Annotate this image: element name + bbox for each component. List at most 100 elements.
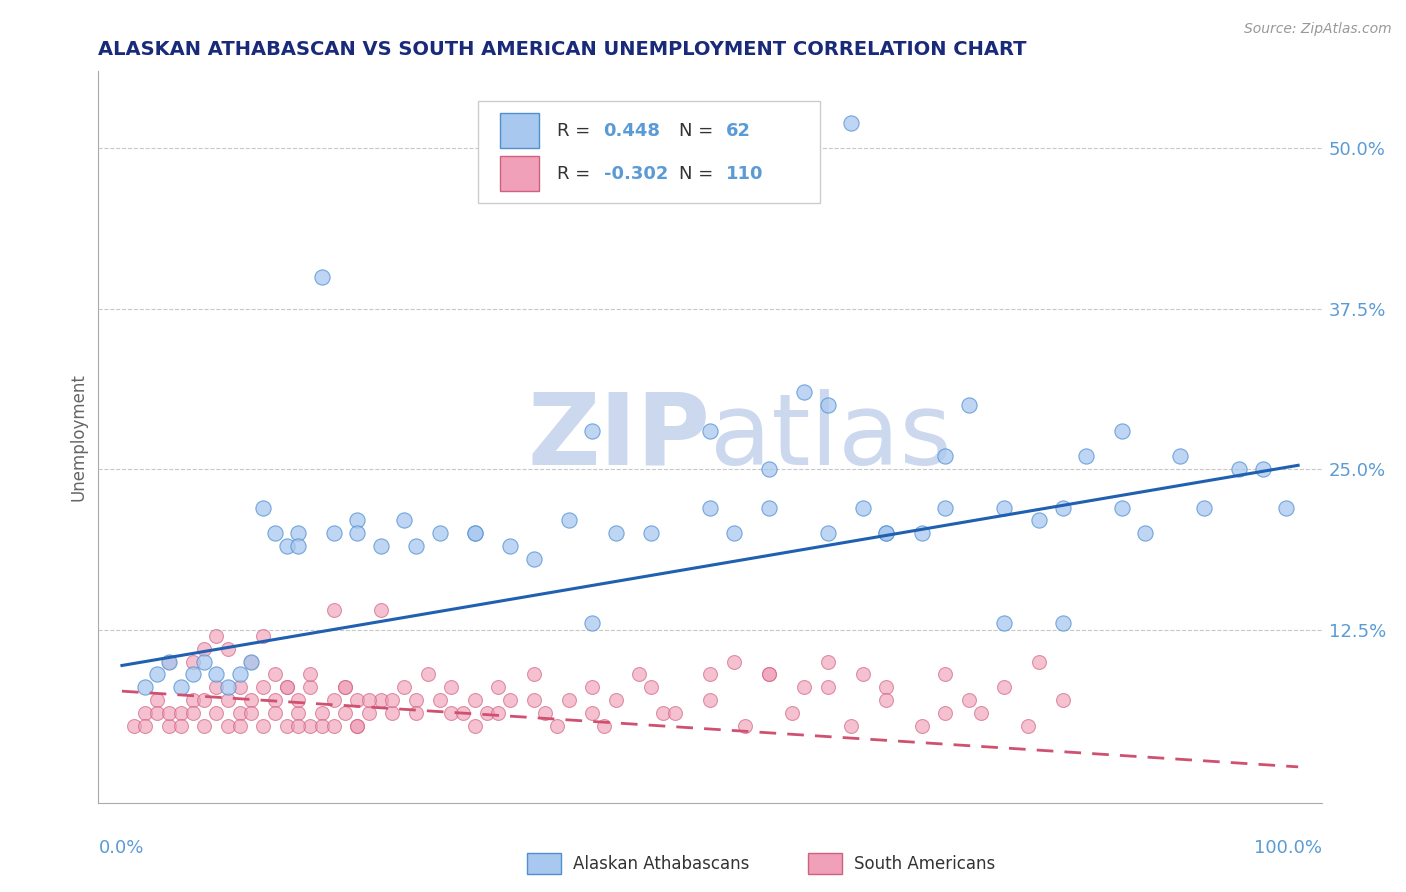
Text: R =: R =	[557, 165, 596, 183]
Point	[1028, 514, 1050, 528]
Point	[1135, 526, 1157, 541]
Point	[346, 719, 368, 733]
Point	[817, 655, 839, 669]
Point	[240, 693, 263, 707]
FancyBboxPatch shape	[478, 101, 820, 203]
Point	[440, 706, 463, 720]
Point	[464, 693, 486, 707]
Point	[287, 539, 309, 553]
Point	[252, 719, 274, 733]
Text: Alaskan Athabascans: Alaskan Athabascans	[574, 855, 749, 872]
Point	[664, 706, 686, 720]
Point	[181, 706, 204, 720]
Point	[322, 719, 344, 733]
Point	[581, 706, 603, 720]
Point	[157, 655, 180, 669]
Point	[134, 706, 156, 720]
Point	[346, 514, 368, 528]
Point	[464, 719, 486, 733]
Point	[252, 681, 274, 695]
Text: R =: R =	[557, 121, 596, 140]
Text: 62: 62	[725, 121, 751, 140]
Point	[228, 706, 250, 720]
Text: 110: 110	[725, 165, 763, 183]
Point	[699, 667, 721, 681]
Point	[299, 719, 322, 733]
Point	[558, 514, 581, 528]
Point	[134, 681, 156, 695]
Point	[1227, 462, 1250, 476]
Point	[276, 539, 298, 553]
Point	[252, 629, 274, 643]
Point	[628, 667, 651, 681]
Point	[969, 706, 991, 720]
Point	[1052, 500, 1074, 515]
Point	[486, 681, 509, 695]
Point	[1017, 719, 1039, 733]
Point	[581, 681, 603, 695]
Text: 0.448: 0.448	[603, 121, 661, 140]
Point	[581, 616, 603, 631]
Point	[499, 693, 522, 707]
Point	[852, 500, 875, 515]
Point	[793, 681, 815, 695]
Point	[240, 706, 263, 720]
Point	[451, 706, 474, 720]
Point	[287, 719, 309, 733]
Point	[934, 450, 956, 464]
Point	[217, 641, 239, 656]
Point	[911, 719, 934, 733]
Point	[640, 681, 662, 695]
Point	[723, 526, 745, 541]
Point	[817, 526, 839, 541]
Point	[957, 693, 980, 707]
Point	[839, 719, 862, 733]
Point	[287, 693, 309, 707]
Point	[429, 693, 451, 707]
Point	[311, 719, 333, 733]
Point	[405, 539, 427, 553]
Point	[758, 667, 780, 681]
Point	[146, 693, 169, 707]
Point	[1028, 655, 1050, 669]
Point	[652, 706, 675, 720]
Point	[523, 552, 546, 566]
Point	[839, 116, 862, 130]
Point	[934, 706, 956, 720]
Point	[1111, 424, 1133, 438]
Point	[758, 667, 780, 681]
Point	[523, 693, 546, 707]
Point	[1251, 462, 1274, 476]
Point	[346, 693, 368, 707]
Point	[546, 719, 568, 733]
Point	[357, 693, 380, 707]
Point	[392, 681, 416, 695]
Point	[205, 706, 228, 720]
Point	[322, 693, 344, 707]
Point	[758, 462, 780, 476]
Point	[464, 526, 486, 541]
Point	[193, 693, 215, 707]
Point	[499, 539, 522, 553]
Point	[1111, 500, 1133, 515]
Point	[263, 706, 285, 720]
Point	[205, 629, 228, 643]
Point	[993, 500, 1015, 515]
FancyBboxPatch shape	[808, 853, 842, 874]
Point	[957, 398, 980, 412]
Point	[205, 681, 228, 695]
Text: ZIP: ZIP	[527, 389, 710, 485]
Point	[217, 693, 239, 707]
Point	[440, 681, 463, 695]
FancyBboxPatch shape	[499, 156, 538, 191]
Point	[875, 526, 897, 541]
Point	[1170, 450, 1192, 464]
FancyBboxPatch shape	[526, 853, 561, 874]
Point	[875, 693, 897, 707]
Point	[170, 706, 193, 720]
Point	[758, 500, 780, 515]
Point	[287, 526, 309, 541]
Point	[1076, 450, 1098, 464]
Point	[322, 526, 344, 541]
Point	[193, 719, 215, 733]
